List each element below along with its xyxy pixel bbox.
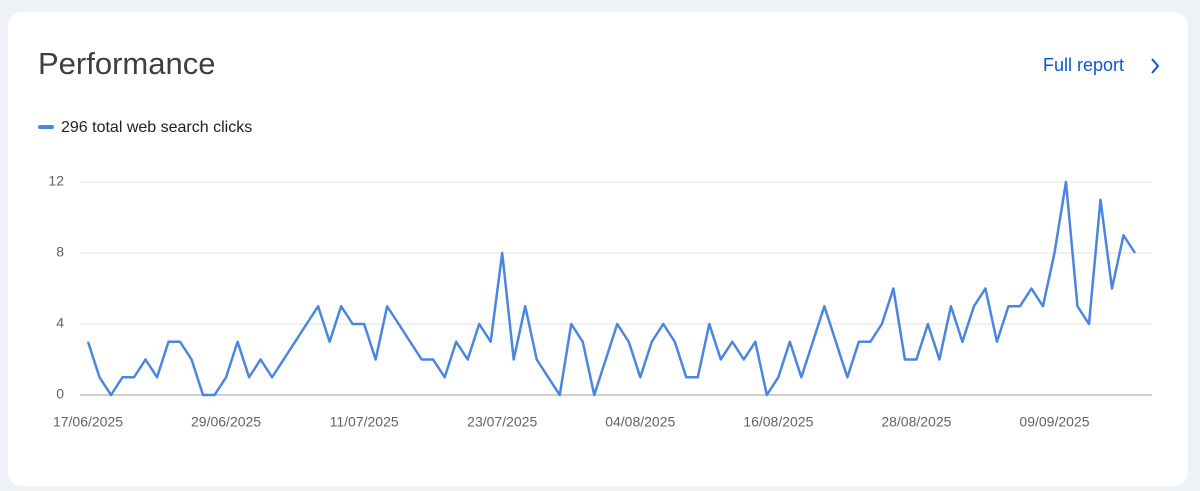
- card-title: Performance: [38, 46, 215, 81]
- y-tick-label: 8: [56, 244, 64, 260]
- y-tick-label: 12: [48, 173, 64, 189]
- x-tick-label: 23/07/2025: [467, 414, 537, 430]
- full-report-text[interactable]: Full report: [1043, 55, 1124, 75]
- x-tick-label: 17/06/2025: [53, 414, 123, 430]
- x-tick-label: 28/08/2025: [881, 414, 951, 430]
- x-tick-label: 11/07/2025: [330, 414, 399, 430]
- full-report-link[interactable]: Full report: [1043, 55, 1160, 75]
- x-tick-label: 04/08/2025: [605, 414, 675, 430]
- y-tick-label: 4: [56, 315, 64, 331]
- x-tick-label: 16/08/2025: [743, 414, 813, 430]
- legend-label: 296 total web search clicks: [61, 119, 252, 136]
- series-line: [86, 180, 1137, 397]
- y-tick-label: 0: [56, 386, 64, 402]
- x-tick-label: 29/06/2025: [191, 414, 261, 430]
- chevron-icon[interactable]: [1151, 58, 1160, 74]
- performance-card: [8, 12, 1188, 486]
- x-tick-label: 09/09/2025: [1019, 414, 1089, 430]
